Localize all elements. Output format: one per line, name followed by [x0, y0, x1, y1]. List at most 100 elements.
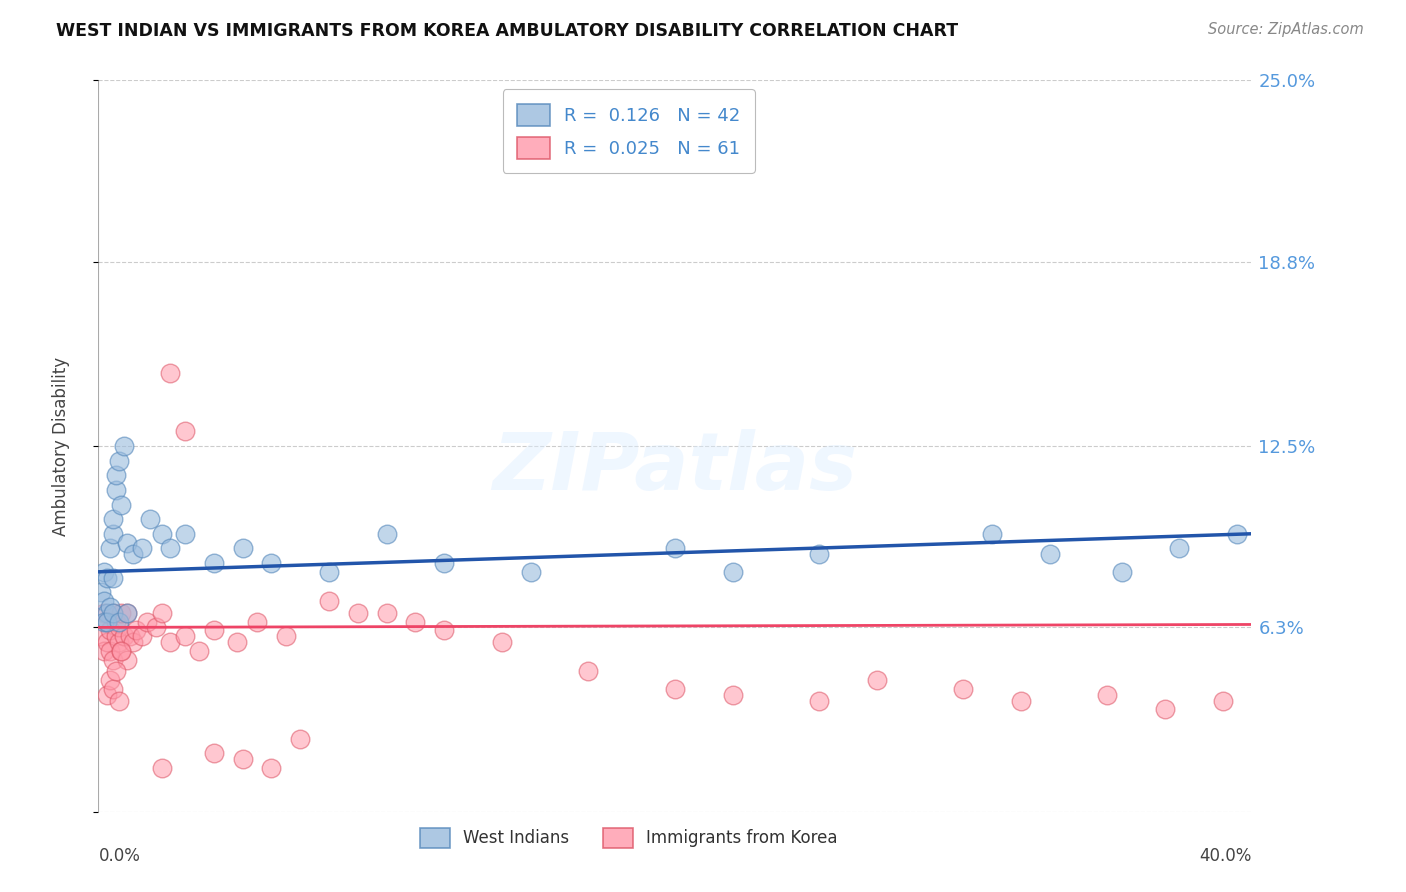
Point — [96, 615, 118, 629]
Point — [139, 512, 162, 526]
Text: Source: ZipAtlas.com: Source: ZipAtlas.com — [1208, 22, 1364, 37]
Point — [231, 541, 254, 556]
Point — [107, 615, 129, 629]
Text: ZIPatlas: ZIPatlas — [492, 429, 858, 507]
Point — [145, 620, 167, 634]
Point — [202, 624, 225, 638]
Point — [101, 606, 124, 620]
Point — [491, 635, 513, 649]
Point — [98, 624, 121, 638]
Text: Ambulatory Disability: Ambulatory Disability — [52, 357, 70, 535]
Point — [808, 693, 831, 707]
Point — [98, 644, 121, 658]
Point — [107, 635, 129, 649]
Point — [405, 615, 427, 629]
Point — [260, 556, 283, 570]
Point — [159, 366, 181, 380]
Point — [231, 752, 254, 766]
Point — [104, 629, 127, 643]
Point — [120, 629, 142, 643]
Point — [104, 468, 127, 483]
Point — [104, 615, 127, 629]
Point — [101, 606, 124, 620]
Point — [117, 652, 139, 666]
Text: WEST INDIAN VS IMMIGRANTS FROM KOREA AMBULATORY DISABILITY CORRELATION CHART: WEST INDIAN VS IMMIGRANTS FROM KOREA AMB… — [56, 22, 959, 40]
Point — [93, 594, 115, 608]
Point — [159, 635, 181, 649]
Point — [174, 425, 197, 439]
Point — [93, 565, 115, 579]
Point — [375, 606, 398, 620]
Point — [93, 644, 115, 658]
Point — [1010, 693, 1032, 707]
Point — [318, 565, 340, 579]
Legend: West Indians, Immigrants from Korea: West Indians, Immigrants from Korea — [413, 821, 844, 855]
Point — [318, 594, 340, 608]
Point — [1097, 688, 1119, 702]
Point — [136, 615, 159, 629]
Point — [721, 565, 744, 579]
Point — [110, 498, 132, 512]
Point — [90, 629, 112, 643]
Text: 0.0%: 0.0% — [98, 847, 141, 865]
Point — [433, 556, 456, 570]
Point — [952, 681, 974, 696]
Point — [110, 606, 132, 620]
Point — [101, 526, 124, 541]
Point — [96, 635, 118, 649]
Point — [98, 599, 121, 614]
Point — [981, 526, 1004, 541]
Point — [104, 483, 127, 497]
Point — [664, 541, 686, 556]
Point — [90, 585, 112, 599]
Point — [125, 624, 148, 638]
Point — [101, 571, 124, 585]
Point — [721, 688, 744, 702]
Point — [96, 606, 118, 620]
Point — [1039, 547, 1062, 561]
Point — [110, 644, 132, 658]
Point — [808, 547, 831, 561]
Point — [188, 644, 211, 658]
Point — [290, 731, 312, 746]
Point — [1212, 693, 1234, 707]
Point — [346, 606, 368, 620]
Point — [122, 547, 145, 561]
Point — [174, 526, 197, 541]
Point — [1111, 565, 1133, 579]
Point — [664, 681, 686, 696]
Point — [96, 571, 118, 585]
Point — [110, 644, 132, 658]
Point — [112, 439, 135, 453]
Point — [1168, 541, 1191, 556]
Point — [96, 688, 118, 702]
Point — [150, 606, 173, 620]
Point — [93, 606, 115, 620]
Point — [202, 556, 225, 570]
Point — [1154, 702, 1177, 716]
Point — [117, 606, 139, 620]
Point — [375, 526, 398, 541]
Point — [174, 629, 197, 643]
Point — [98, 673, 121, 687]
Point — [131, 629, 153, 643]
Point — [96, 615, 118, 629]
Point — [866, 673, 889, 687]
Point — [520, 565, 543, 579]
Point — [122, 635, 145, 649]
Point — [131, 541, 153, 556]
Point — [202, 746, 225, 760]
Point — [117, 606, 139, 620]
Point — [578, 665, 600, 679]
Point — [117, 535, 139, 549]
Point — [274, 629, 297, 643]
Point — [107, 620, 129, 634]
Point — [112, 629, 135, 643]
Point — [260, 761, 283, 775]
Point — [98, 541, 121, 556]
Point — [246, 615, 269, 629]
Text: 40.0%: 40.0% — [1199, 847, 1251, 865]
Point — [93, 615, 115, 629]
Point — [107, 453, 129, 467]
Point — [101, 652, 124, 666]
